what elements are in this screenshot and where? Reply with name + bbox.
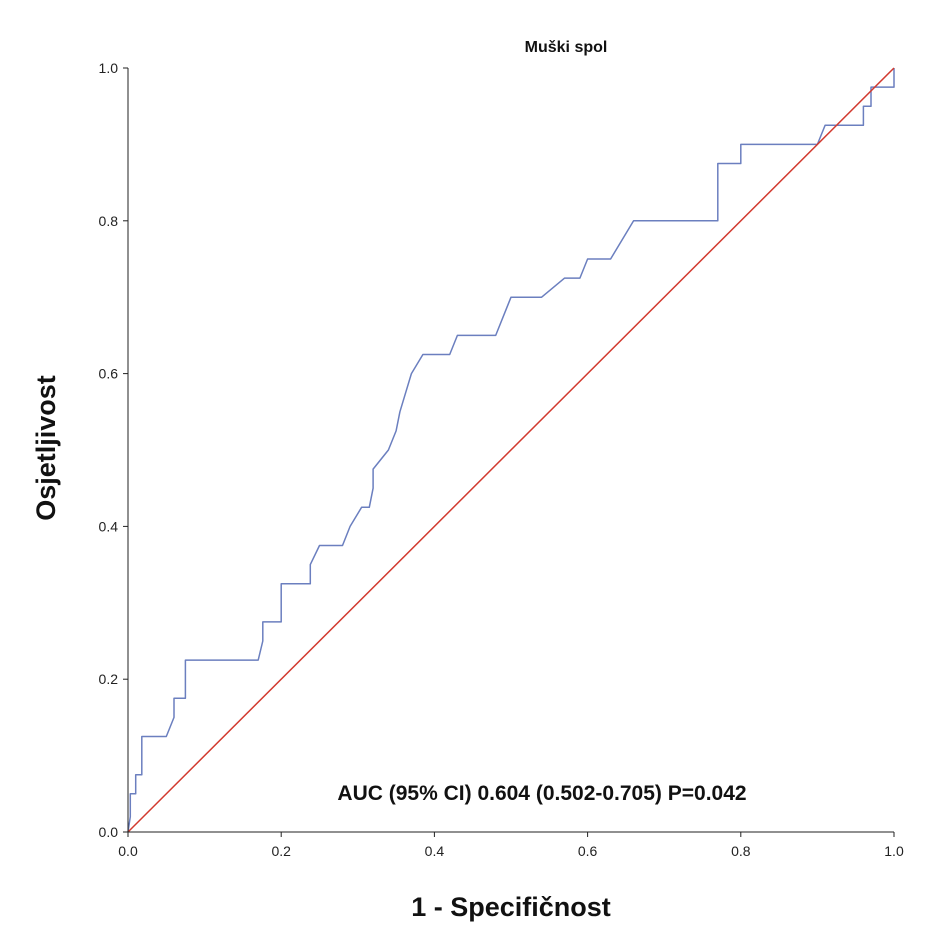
y-axis-label: Osjetljivost [31, 375, 61, 521]
x-tick-label: 0.0 [118, 843, 138, 859]
y-tick-label: 1.0 [99, 60, 119, 76]
auc-annotation: AUC (95% CI) 0.604 (0.502-0.705) P=0.042 [337, 782, 746, 805]
x-tick-label: 0.8 [731, 843, 751, 859]
x-tick-label: 0.2 [271, 843, 291, 859]
y-tick-label: 0.6 [99, 366, 119, 382]
y-tick-label: 0.0 [99, 824, 119, 840]
reference-diagonal-line [127, 67, 895, 833]
y-tick-label: 0.8 [99, 213, 119, 229]
y-tick-labels: 0.0 0.2 0.4 0.6 0.8 1.0 [99, 60, 128, 840]
x-axis-label: 1 - Specifičnost [411, 892, 611, 922]
axes [127, 68, 894, 833]
x-tick-label: 0.4 [425, 843, 445, 859]
roc-curve-line [127, 68, 895, 833]
plot-area [127, 67, 895, 833]
chart-title: Muški spol [525, 39, 608, 56]
y-tick-label: 0.2 [99, 671, 119, 687]
y-tick-label: 0.4 [99, 518, 119, 534]
x-tick-labels: 0.0 0.2 0.4 0.6 0.8 1.0 [118, 832, 904, 859]
x-tick-label: 0.6 [578, 843, 598, 859]
x-tick-label: 1.0 [884, 843, 904, 859]
